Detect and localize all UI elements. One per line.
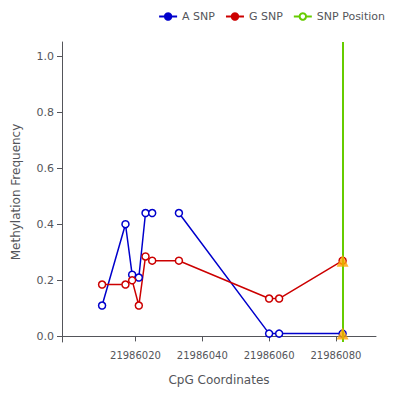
svg-text:21986040: 21986040 xyxy=(177,350,228,361)
svg-text:0.4: 0.4 xyxy=(37,218,55,231)
svg-text:0.6: 0.6 xyxy=(37,162,55,175)
svg-text:0.0: 0.0 xyxy=(37,330,55,343)
svg-text:CpG Coordinates: CpG Coordinates xyxy=(168,373,269,387)
svg-text:21986020: 21986020 xyxy=(110,350,161,361)
svg-text:SNP Position: SNP Position xyxy=(317,10,385,23)
svg-text:21986060: 21986060 xyxy=(244,350,295,361)
svg-text:0.2: 0.2 xyxy=(37,274,55,287)
svg-text:1.0: 1.0 xyxy=(37,50,55,63)
svg-text:Methylation Frequency: Methylation Frequency xyxy=(9,124,23,261)
svg-text:0.8: 0.8 xyxy=(37,106,55,119)
svg-text:A SNP: A SNP xyxy=(182,10,215,23)
svg-text:G SNP: G SNP xyxy=(249,10,283,23)
svg-text:21986080: 21986080 xyxy=(310,350,361,361)
